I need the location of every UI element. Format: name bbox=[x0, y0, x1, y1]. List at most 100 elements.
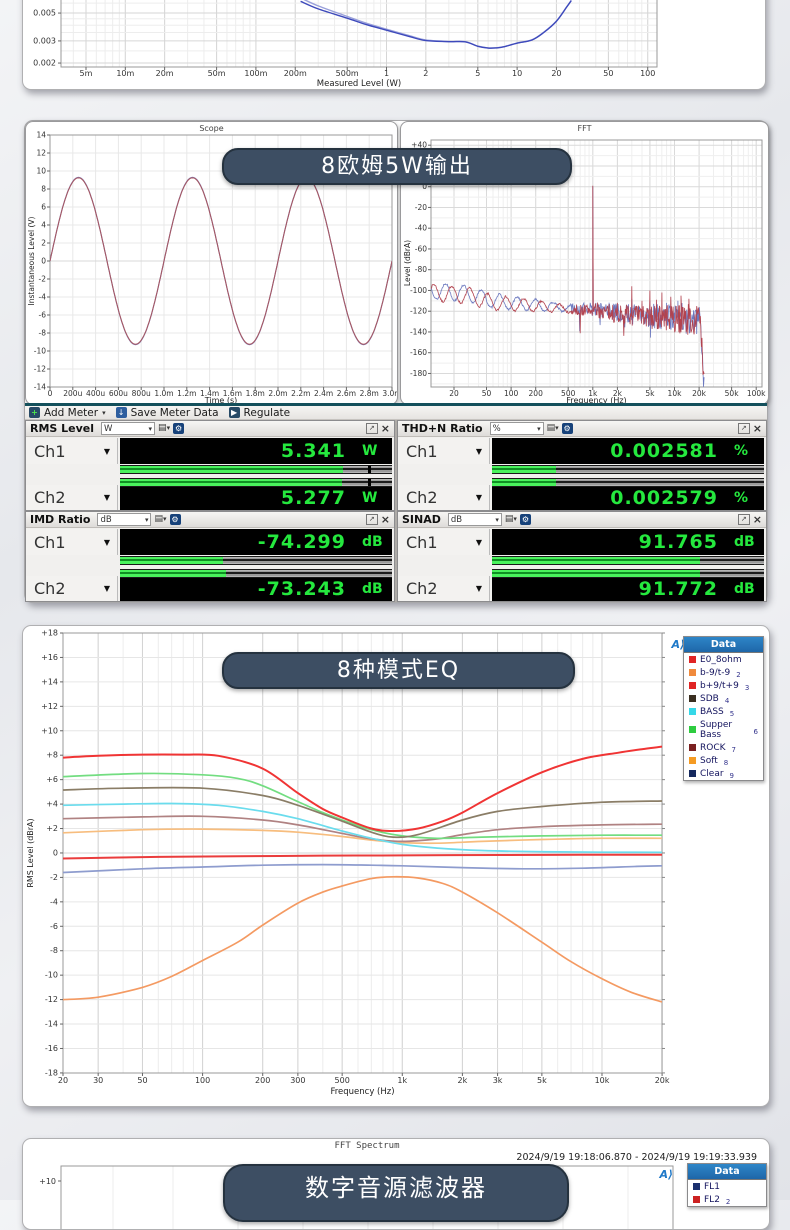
svg-text:10k: 10k bbox=[595, 1076, 610, 1085]
meter-panel-thdn-ratio: THD+N Ratio% ▾ ▤▾ ⚙ ↗ × Ch1 ▼ 0.002581% Ch2 ▼ 0.002… bbox=[397, 420, 767, 511]
bottom-legend-title: Data bbox=[688, 1164, 766, 1180]
svg-text:Frequency (Hz): Frequency (Hz) bbox=[566, 396, 626, 404]
meter-title: IMD Ratio bbox=[30, 513, 91, 526]
meter-unit: dB bbox=[362, 534, 383, 550]
regulate-label: Regulate bbox=[243, 406, 291, 419]
unit-select[interactable]: % ▾ bbox=[489, 422, 544, 435]
channel-select[interactable]: Ch1 ▼ bbox=[26, 438, 118, 464]
legend-sub: 8 bbox=[723, 758, 729, 767]
legend-label: SDB bbox=[700, 693, 719, 704]
channel-select[interactable]: Ch2 ▼ bbox=[398, 576, 490, 601]
legend-label: FL1 bbox=[704, 1181, 720, 1192]
meter-unit: % bbox=[734, 443, 749, 459]
legend-item[interactable]: b+9/t+9 3 bbox=[684, 679, 763, 692]
svg-text:50: 50 bbox=[137, 1076, 147, 1085]
timestamp-range: 2024/9/19 19:18:06.870 - 2024/9/19 19:19… bbox=[516, 1152, 757, 1163]
display-mode-icon[interactable]: ▤▾ bbox=[546, 423, 559, 433]
level-bar bbox=[492, 478, 764, 487]
svg-text:3.0m: 3.0m bbox=[382, 389, 397, 398]
legend-item[interactable]: E0_8ohm bbox=[684, 653, 763, 666]
display-mode-icon[interactable]: ▤▾ bbox=[158, 423, 171, 433]
legend-item[interactable]: Clear 9 bbox=[684, 767, 763, 780]
legend-item[interactable]: Soft 8 bbox=[684, 754, 763, 767]
svg-text:Instantaneous Level (V): Instantaneous Level (V) bbox=[27, 216, 36, 305]
series-swatch bbox=[689, 726, 696, 733]
svg-text:-4: -4 bbox=[39, 293, 47, 302]
meter-toolbar: + Add Meter ▾ ↓ Save Meter Data ▶ Regula… bbox=[25, 403, 767, 420]
close-icon[interactable]: × bbox=[380, 422, 390, 435]
settings-icon[interactable]: ⚙ bbox=[169, 514, 181, 525]
svg-text:1.4m: 1.4m bbox=[200, 389, 219, 398]
svg-text:-6: -6 bbox=[50, 922, 58, 931]
settings-icon[interactable]: ⚙ bbox=[519, 514, 531, 525]
svg-text:100: 100 bbox=[504, 389, 519, 398]
svg-text:20m: 20m bbox=[156, 69, 174, 78]
meter-unit: dB bbox=[362, 580, 383, 597]
channel-select[interactable]: Ch1 ▼ bbox=[398, 438, 490, 464]
channel-select[interactable]: Ch1 ▼ bbox=[398, 529, 490, 555]
channel-select[interactable]: Ch2 ▼ bbox=[26, 576, 118, 601]
svg-text:12: 12 bbox=[36, 149, 46, 158]
legend-item[interactable]: Supper Bass 6 bbox=[684, 718, 763, 741]
display-mode-icon[interactable]: ▤▾ bbox=[154, 514, 167, 524]
legend-label: ROCK bbox=[700, 742, 726, 753]
channel-select[interactable]: Ch1 ▼ bbox=[26, 529, 118, 555]
meter-title: THD+N Ratio bbox=[402, 422, 483, 435]
meter-value: 5.277 bbox=[280, 486, 346, 509]
fft-frame: FFT 20501002005001k2k5k10k20k50k100k+40+… bbox=[400, 121, 769, 405]
close-icon[interactable]: × bbox=[752, 422, 762, 435]
channel-select[interactable]: Ch2 ▼ bbox=[398, 485, 490, 510]
legend-label: Supper Bass bbox=[700, 719, 733, 740]
level-bar bbox=[492, 556, 764, 565]
svg-text:5k: 5k bbox=[645, 389, 655, 398]
meter-panel-sinad: SINAD dB ▾ ▤▾ ⚙ ↗ × Ch1 ▼ 91.765 dB Ch2 ▼ 91.772 dB bbox=[397, 511, 767, 602]
popout-icon[interactable]: ↗ bbox=[737, 514, 750, 525]
meter-panel-header: IMD Ratio dB ▾ ▤▾ ⚙ ↗ × bbox=[26, 512, 394, 528]
svg-text:-12: -12 bbox=[45, 995, 58, 1004]
save-icon: ↓ bbox=[115, 407, 127, 418]
svg-text:20k: 20k bbox=[692, 389, 707, 398]
close-icon[interactable]: × bbox=[752, 513, 762, 526]
popout-icon[interactable]: ↗ bbox=[737, 423, 750, 434]
svg-text:+16: +16 bbox=[41, 653, 58, 662]
unit-select[interactable]: dB ▾ bbox=[447, 513, 502, 526]
meter-display: -74.299 dB bbox=[120, 529, 392, 555]
svg-text:+12: +12 bbox=[41, 702, 58, 711]
svg-text:5k: 5k bbox=[537, 1076, 547, 1085]
legend-item[interactable]: SDB 4 bbox=[684, 692, 763, 705]
legend-item[interactable]: b-9/t-9 2 bbox=[684, 666, 763, 679]
legend-item[interactable]: BASS 5 bbox=[684, 705, 763, 718]
unit-select[interactable]: W ▾ bbox=[101, 422, 156, 435]
unit-select[interactable]: dB ▾ bbox=[97, 513, 152, 526]
svg-text:2.4m: 2.4m bbox=[314, 389, 333, 398]
ap-logo: A⟩ bbox=[671, 638, 685, 651]
svg-text:10: 10 bbox=[512, 69, 522, 78]
close-icon[interactable]: × bbox=[380, 513, 390, 526]
svg-text:-4: -4 bbox=[50, 897, 58, 906]
svg-text:-8: -8 bbox=[39, 329, 47, 338]
settings-icon[interactable]: ⚙ bbox=[173, 423, 185, 434]
svg-text:3k: 3k bbox=[493, 1076, 503, 1085]
svg-text:1.8m: 1.8m bbox=[246, 389, 265, 398]
settings-icon[interactable]: ⚙ bbox=[561, 423, 573, 434]
popout-icon[interactable]: ↗ bbox=[365, 514, 378, 525]
svg-text:10m: 10m bbox=[116, 69, 134, 78]
popout-icon[interactable]: ↗ bbox=[365, 423, 378, 434]
banner-8ohm-5w-output: 8欧姆5W输出 bbox=[222, 148, 572, 185]
legend-item[interactable]: FL1 bbox=[688, 1180, 766, 1193]
save-meter-data-button[interactable]: ↓ Save Meter Data bbox=[115, 407, 219, 419]
add-meter-button[interactable]: + Add Meter ▾ bbox=[29, 407, 106, 419]
legend-item[interactable]: ROCK 7 bbox=[684, 741, 763, 754]
svg-text:-8: -8 bbox=[50, 946, 58, 955]
display-mode-icon[interactable]: ▤▾ bbox=[504, 514, 517, 524]
svg-text:-80: -80 bbox=[415, 265, 427, 274]
svg-text:500: 500 bbox=[561, 389, 576, 398]
meter-panel-header: THD+N Ratio % ▾ ▤▾ ⚙ ↗ × bbox=[398, 421, 766, 437]
banner-eq-modes: 8种模式EQ bbox=[222, 652, 575, 689]
measurement-card: Scope 0 200u 400u 600u 800u 1.0m 1.2m 1.4m 1.6m 1… bbox=[24, 120, 769, 603]
svg-text:100k: 100k bbox=[747, 389, 766, 398]
svg-text:0.005: 0.005 bbox=[33, 9, 56, 18]
regulate-button[interactable]: ▶ Regulate bbox=[228, 406, 291, 419]
channel-select[interactable]: Ch2 ▼ bbox=[26, 485, 118, 510]
svg-text:-60: -60 bbox=[415, 244, 427, 253]
